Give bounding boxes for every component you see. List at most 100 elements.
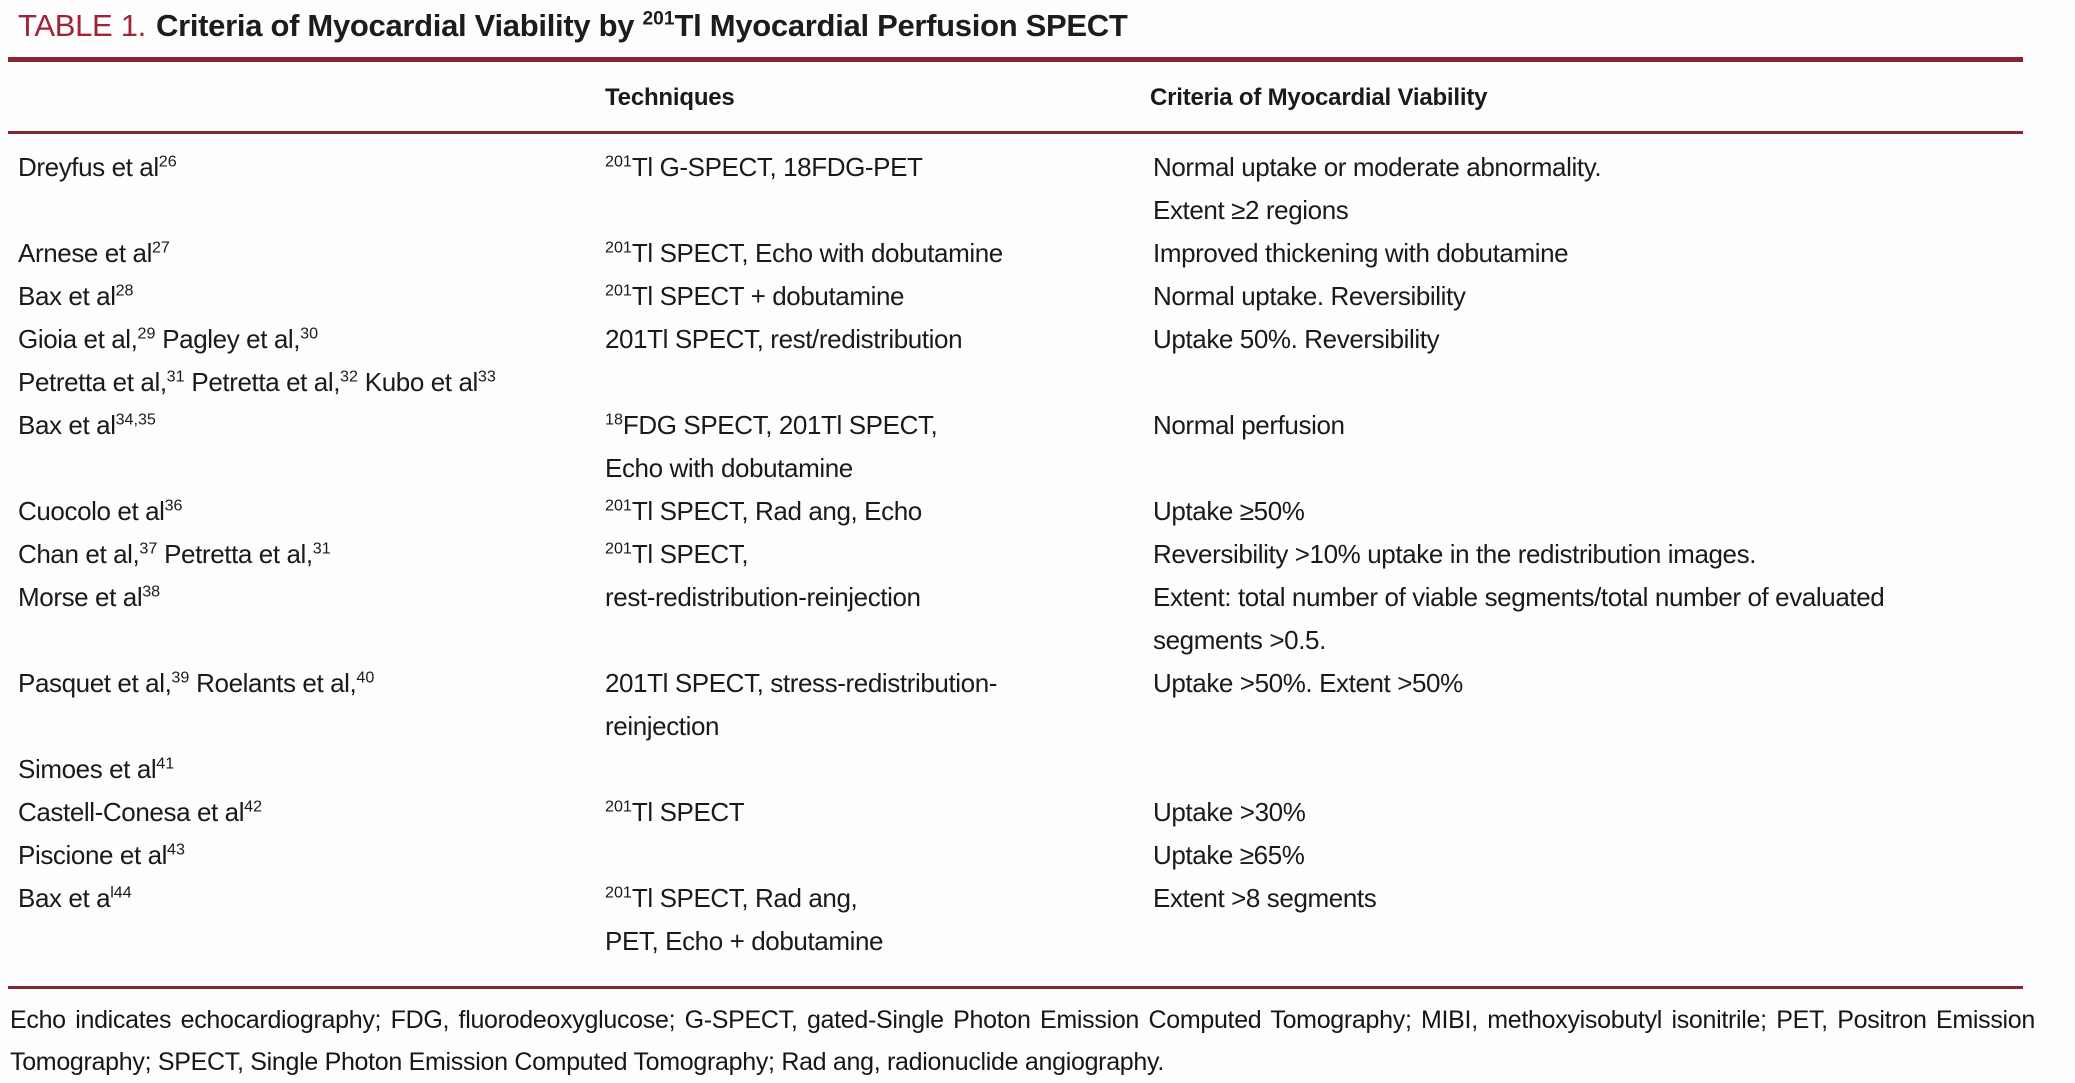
cell-line: 201Tl SPECT, stress-redistribution- xyxy=(605,668,998,698)
cell-line: Normal uptake. Reversibility xyxy=(1153,281,1466,311)
criteria-cell: Improved thickening with dobutamine xyxy=(1153,232,2075,275)
superscript: 41 xyxy=(156,754,175,773)
authors-cell: Castell-Conesa et al42 Piscione et al43 xyxy=(18,791,605,877)
techniques-cell: 18FDG SPECT, 201Tl SPECT, Echo with dobut… xyxy=(605,404,1153,490)
criteria-cell: Uptake 50%. Reversibility xyxy=(1153,318,2075,361)
superscript: 201 xyxy=(605,238,632,257)
cell-line: Bax et al44 xyxy=(18,883,132,913)
title-divider-rule xyxy=(8,57,2023,62)
criteria-cell: Normal uptake. Reversibility xyxy=(1153,275,2075,318)
superscript: 39 xyxy=(171,668,190,687)
cell-line: 201Tl SPECT, Echo with dobutamine xyxy=(605,238,1003,268)
cell-line: 201Tl SPECT, Rad ang, Echo xyxy=(605,496,922,526)
authors-cell: Gioia et al,29 Pagley et al,30 Petretta e… xyxy=(18,318,605,404)
superscript: 42 xyxy=(244,797,263,816)
cell-line: 201Tl SPECT, xyxy=(605,539,749,569)
superscript: 38 xyxy=(142,582,161,601)
cell-line: reinjection xyxy=(605,711,720,741)
techniques-cell: 201Tl G-SPECT, 18FDG-PET xyxy=(605,146,1153,189)
techniques-cell: 201Tl SPECT + dobutamine xyxy=(605,275,1153,318)
cell-line: rest-redistribution-reinjection xyxy=(605,582,921,612)
table-row: Chan et al,37 Petretta et al,31 Morse et … xyxy=(18,533,2075,662)
cell-line: Extent: total number of viable segments/… xyxy=(1153,582,1885,612)
cell-line: 18FDG SPECT, 201Tl SPECT, xyxy=(605,410,938,440)
cell-line: Uptake ≥50% xyxy=(1153,496,1305,526)
cell-line: Bax et al34,35 xyxy=(18,410,156,440)
cell-line: Morse et al38 xyxy=(18,582,161,612)
table-row: Bax et al44 201Tl SPECT, Rad ang, PET, Ech… xyxy=(18,877,2075,963)
cell-line: Extent ≥2 regions xyxy=(1153,195,1349,225)
cell-line: Castell-Conesa et al42 xyxy=(18,797,263,827)
table-row: Dreyfus et al26 201Tl G-SPECT, 18FDG-PET N… xyxy=(18,146,2075,232)
table-title: TABLE 1. Criteria of Myocardial Viability… xyxy=(18,6,1128,46)
superscript: 37 xyxy=(139,539,158,558)
cell-line xyxy=(18,705,605,748)
authors-cell: Chan et al,37 Petretta et al,31 Morse et … xyxy=(18,533,605,619)
cell-line: Piscione et al43 xyxy=(18,840,185,870)
superscript: l44 xyxy=(110,883,132,902)
cell-line: 201Tl SPECT, Rad ang, xyxy=(605,883,858,913)
table-row: Cuocolo et al36 201Tl SPECT, Rad ang, Ech… xyxy=(18,490,2075,533)
techniques-cell: 201Tl SPECT, Rad ang, Echo xyxy=(605,490,1153,533)
cell-line: Gioia et al,29 Pagley et al,30 xyxy=(18,324,319,354)
cell-line: PET, Echo + dobutamine xyxy=(605,926,884,956)
superscript: 32 xyxy=(340,367,358,386)
criteria-cell: Normal uptake or moderate abnormality. Ex… xyxy=(1153,146,2075,232)
superscript: 40 xyxy=(356,668,375,687)
table-footnote: Echo indicates echocardiography; FDG, fl… xyxy=(10,1006,2035,1076)
cell-line: Petretta et al,31 Petretta et al,32 Kubo… xyxy=(18,367,496,397)
criteria-cell: Uptake >50%. Extent >50% xyxy=(1153,662,2075,705)
table-number: TABLE 1. xyxy=(18,8,146,43)
cell-line: 201Tl SPECT, rest/redistribution xyxy=(605,324,963,354)
cell-line: Chan et al,37 Petretta et al,31 xyxy=(18,539,331,569)
column-header-criteria: Criteria of Myocardial Viability xyxy=(1150,84,1488,111)
authors-cell: Bax et al28 xyxy=(18,275,605,318)
table-row: Castell-Conesa et al42 Piscione et al43 20… xyxy=(18,791,2075,877)
superscript: 31 xyxy=(312,539,331,558)
superscript: 29 xyxy=(137,324,156,343)
table-row: Bax et al28 201Tl SPECT + dobutamine Norma… xyxy=(18,275,2075,318)
superscript: 201 xyxy=(605,152,632,171)
table-row: Arnese et al27 201Tl SPECT, Echo with dob… xyxy=(18,232,2075,275)
techniques-cell: 201Tl SPECT xyxy=(605,791,1153,834)
table-row: Bax et al34,35 18FDG SPECT, 201Tl SPECT, E… xyxy=(18,404,2075,490)
authors-cell: Cuocolo et al36 xyxy=(18,490,605,533)
cell-line: Cuocolo et al36 xyxy=(18,496,183,526)
criteria-cell: Normal perfusion xyxy=(1153,404,2075,447)
criteria-cell: Extent >8 segments xyxy=(1153,877,2075,920)
superscript: 34,35 xyxy=(115,410,156,429)
cell-line: Reversibility >10% uptake in the redistr… xyxy=(1153,539,1757,569)
cell-line: Simoes et al41 xyxy=(18,754,175,784)
criteria-cell: Reversibility >10% uptake in the redistr… xyxy=(1153,533,2075,662)
cell-line: Normal uptake or moderate abnormality. xyxy=(1153,152,1602,182)
criteria-cell: Uptake ≥50% xyxy=(1153,490,2075,533)
superscript: 201 xyxy=(605,281,632,300)
authors-cell: Dreyfus et al26 xyxy=(18,146,605,189)
superscript: 43 xyxy=(167,840,185,859)
criteria-cell: Uptake >30% Uptake ≥65% xyxy=(1153,791,2075,877)
cell-line: Arnese et al27 xyxy=(18,238,170,268)
superscript: 36 xyxy=(164,496,183,515)
superscript: 201 xyxy=(605,539,632,558)
cell-line: Bax et al28 xyxy=(18,281,134,311)
superscript: 26 xyxy=(158,152,177,171)
techniques-cell: 201Tl SPECT, Echo with dobutamine xyxy=(605,232,1153,275)
cell-line: Improved thickening with dobutamine xyxy=(1153,238,1569,268)
cell-line: Uptake ≥65% xyxy=(1153,840,1305,870)
cell-line: 201Tl SPECT xyxy=(605,797,745,827)
superscript: 30 xyxy=(300,324,319,343)
header-divider-rule xyxy=(8,131,2023,134)
authors-cell: Bax et al44 xyxy=(18,877,605,920)
cell-line: Uptake >50%. Extent >50% xyxy=(1153,668,1463,698)
cell-line: Echo with dobutamine xyxy=(605,453,853,483)
superscript: 18 xyxy=(605,410,623,429)
authors-cell: Bax et al34,35 xyxy=(18,404,605,447)
superscript: 201 xyxy=(642,8,675,30)
techniques-cell: 201Tl SPECT, Rad ang, PET, Echo + dobutam… xyxy=(605,877,1153,963)
superscript: 31 xyxy=(166,367,185,386)
authors-cell: Arnese et al27 xyxy=(18,232,605,275)
cell-line: Pasquet et al,39 Roelants et al,40 xyxy=(18,668,375,698)
footnote-divider-rule xyxy=(8,986,2023,989)
cell-line: segments >0.5. xyxy=(1153,625,1326,655)
